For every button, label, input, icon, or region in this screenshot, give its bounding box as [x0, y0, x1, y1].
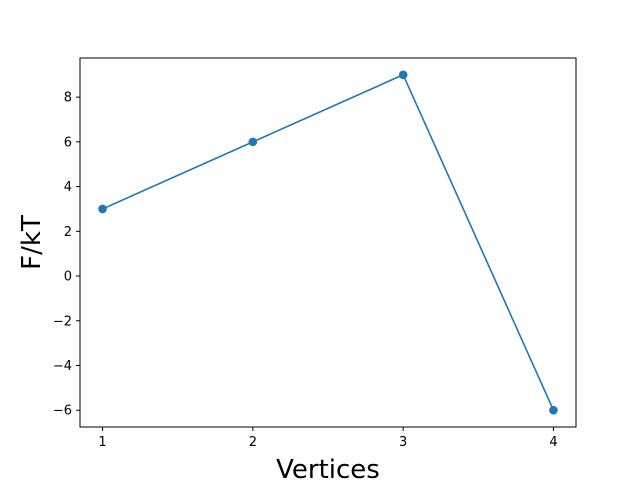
y-axis: −6 −4 −2 0 2 4 6 8 — [53, 91, 80, 419]
series-line — [102, 73, 555, 411]
y-tick-label: −4 — [53, 359, 72, 374]
x-tick-label: 4 — [549, 435, 557, 450]
x-tick-label: 3 — [399, 435, 407, 450]
y-tick-label: 4 — [64, 180, 72, 195]
data-point — [98, 204, 107, 214]
x-axis: 1 2 3 4 — [98, 427, 558, 450]
y-tick-label: 6 — [64, 135, 72, 150]
plot-area: 1 2 3 4 −6 −4 −2 0 2 4 6 8 — [53, 57, 577, 450]
y-tick-label: 2 — [64, 225, 72, 240]
y-tick-label: −2 — [53, 314, 72, 329]
data-point — [549, 405, 558, 415]
y-axis-title: F/kT — [17, 215, 47, 270]
data-point — [398, 70, 408, 80]
y-tick-label: 0 — [64, 270, 72, 285]
x-tick-label: 2 — [249, 435, 257, 450]
data-point — [248, 137, 258, 147]
x-axis-title: Vertices — [276, 455, 380, 480]
y-tick-label: −6 — [53, 404, 72, 419]
y-tick-label: 8 — [64, 91, 72, 106]
axes-frame — [79, 57, 577, 428]
series-layer — [98, 70, 558, 415]
x-tick-label: 1 — [98, 435, 106, 450]
